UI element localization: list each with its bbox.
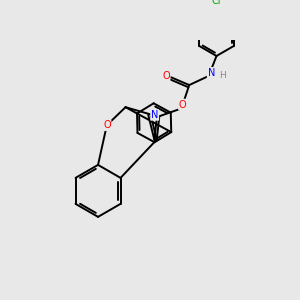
Text: Cl: Cl — [212, 0, 221, 6]
Text: O: O — [179, 100, 187, 110]
Text: O: O — [103, 120, 111, 130]
Text: H: H — [219, 71, 226, 80]
Text: N: N — [208, 68, 215, 78]
Text: N: N — [151, 110, 158, 120]
Text: O: O — [162, 71, 170, 81]
